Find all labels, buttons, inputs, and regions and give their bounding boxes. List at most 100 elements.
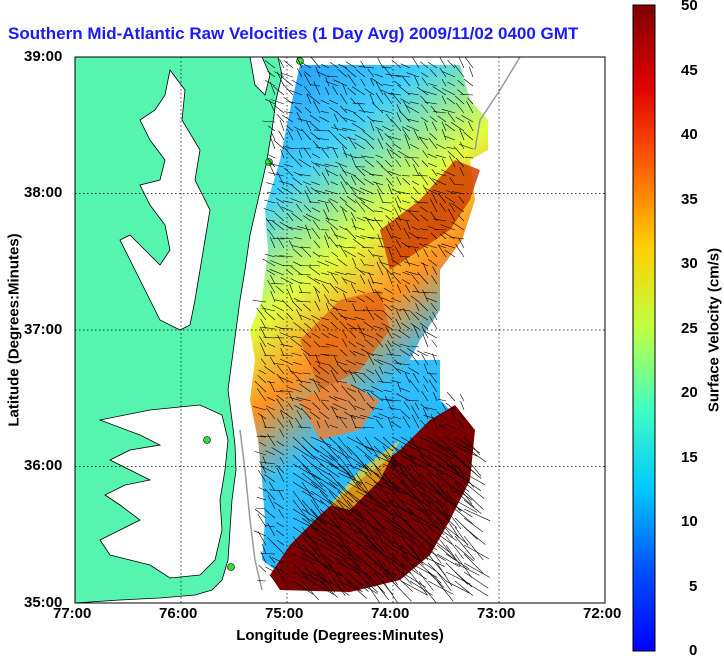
pamlico-sound bbox=[98, 404, 229, 579]
velocity-arrow bbox=[382, 463, 408, 476]
velocity-arrow bbox=[455, 243, 465, 258]
velocity-arrow bbox=[385, 142, 393, 150]
velocity-arrow bbox=[436, 454, 456, 471]
velocity-arrow bbox=[355, 445, 375, 462]
velocity-arrow bbox=[288, 419, 294, 429]
velocity-arrow bbox=[448, 202, 456, 213]
velocity-arrow bbox=[411, 405, 420, 420]
velocity-arrow bbox=[423, 407, 429, 420]
velocity-arrow bbox=[355, 463, 379, 475]
velocity-arrow bbox=[377, 129, 384, 141]
velocity-arrow bbox=[373, 292, 384, 294]
velocity-arrow bbox=[429, 132, 438, 141]
velocity-arrow bbox=[386, 270, 393, 285]
velocity-arrow bbox=[309, 122, 321, 132]
velocity-arrow bbox=[458, 238, 465, 249]
velocity-arrow bbox=[269, 555, 276, 564]
velocity-arrow bbox=[373, 359, 384, 366]
velocity-arrow bbox=[296, 300, 312, 303]
velocity-arrow bbox=[359, 274, 366, 285]
velocity-arrow bbox=[400, 508, 423, 519]
velocity-arrow bbox=[441, 88, 456, 96]
velocity-arrow bbox=[429, 115, 438, 123]
velocity-arrow bbox=[408, 210, 420, 213]
velocity-arrow bbox=[263, 208, 276, 213]
velocity-arrow bbox=[463, 571, 489, 589]
velocity-arrow bbox=[310, 526, 332, 546]
velocity-arrow bbox=[454, 562, 480, 576]
velocity-arrow bbox=[330, 272, 339, 285]
velocity-arrow bbox=[257, 513, 267, 528]
velocity-arrow bbox=[292, 553, 316, 565]
velocity-arrow bbox=[346, 535, 371, 553]
velocity-arrow bbox=[271, 447, 285, 456]
velocity-arrow bbox=[325, 80, 339, 87]
velocity-arrow bbox=[468, 121, 474, 132]
velocity-arrow bbox=[373, 517, 390, 538]
velocity-arrow bbox=[301, 490, 324, 504]
velocity-arrow bbox=[287, 366, 294, 375]
velocity-arrow bbox=[316, 420, 321, 429]
velocity-arrow bbox=[349, 350, 357, 357]
velocity-arrow bbox=[463, 508, 491, 522]
velocity-arrow bbox=[374, 210, 384, 213]
velocity-arrow bbox=[364, 481, 390, 495]
velocity-arrow bbox=[332, 86, 339, 96]
velocity-arrow bbox=[286, 386, 303, 393]
velocity-arrow bbox=[333, 355, 339, 366]
velocity-arrow bbox=[257, 412, 267, 420]
velocity-arrow bbox=[410, 323, 420, 330]
velocity-arrow bbox=[347, 87, 357, 96]
velocity-arrow bbox=[306, 275, 321, 285]
velocity-arrow bbox=[364, 517, 384, 542]
velocity-arrow bbox=[306, 121, 312, 132]
velocity-arrow bbox=[278, 509, 285, 519]
velocity-arrow bbox=[289, 370, 303, 375]
velocity-arrow bbox=[288, 240, 294, 249]
velocity-arrow bbox=[417, 272, 429, 285]
velocity-arrow bbox=[319, 481, 340, 500]
velocity-arrow bbox=[382, 481, 405, 495]
velocity-arrow bbox=[411, 157, 420, 168]
velocity-arrow bbox=[286, 312, 294, 321]
velocity-arrow bbox=[328, 553, 349, 568]
velocity-arrow bbox=[301, 580, 320, 601]
velocity-arrow bbox=[326, 169, 339, 177]
velocity-arrow bbox=[463, 499, 482, 514]
velocity-arrow bbox=[400, 580, 428, 596]
velocity-arrow bbox=[337, 463, 362, 486]
velocity-arrow bbox=[311, 161, 321, 168]
velocity-arrow bbox=[410, 353, 420, 366]
velocity-arrow bbox=[418, 436, 446, 449]
velocity-arrow bbox=[360, 258, 366, 267]
velocity-arrow bbox=[370, 121, 375, 132]
velocity-arrow bbox=[463, 580, 489, 597]
velocity-arrow bbox=[447, 208, 456, 222]
velocity-arrow bbox=[342, 82, 348, 96]
velocity-arrow bbox=[290, 338, 303, 348]
velocity-arrow bbox=[442, 231, 456, 240]
velocity-arrow bbox=[400, 535, 421, 561]
velocity-arrow bbox=[432, 266, 438, 276]
velocity-arrow bbox=[440, 169, 456, 177]
velocity-arrow bbox=[436, 571, 452, 591]
velocity-arrow bbox=[294, 106, 303, 114]
velocity-arrow bbox=[252, 406, 267, 411]
velocity-arrow bbox=[263, 426, 276, 429]
velocity-arrow bbox=[301, 544, 321, 563]
velocity-arrow bbox=[364, 499, 388, 511]
velocity-arrow bbox=[430, 198, 438, 213]
velocity-arrow bbox=[458, 196, 465, 204]
velocity-arrow bbox=[391, 535, 410, 561]
velocity-arrow bbox=[346, 445, 368, 469]
velocity-arrow bbox=[408, 210, 420, 222]
velocity-arrow bbox=[364, 445, 394, 459]
station-marker bbox=[265, 158, 273, 166]
velocity-arrow bbox=[310, 436, 332, 446]
velocity-arrow bbox=[328, 526, 350, 545]
velocity-arrow bbox=[402, 294, 411, 303]
velocity-arrow bbox=[419, 228, 429, 231]
velocity-arrow bbox=[428, 163, 438, 168]
velocity-arrow bbox=[310, 187, 321, 195]
velocity-arrow bbox=[377, 138, 384, 150]
